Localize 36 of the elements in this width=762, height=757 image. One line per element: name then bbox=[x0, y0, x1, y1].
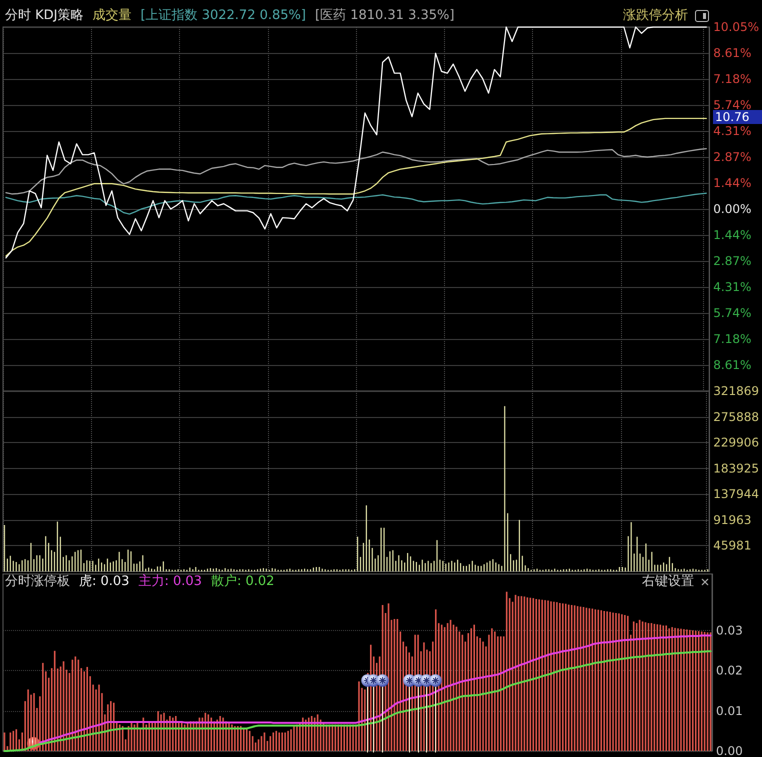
y-tick-label: 275888 bbox=[713, 410, 760, 424]
y-tick-label: 2.87% bbox=[713, 150, 752, 164]
y-tick-label: 0.00% bbox=[713, 202, 752, 216]
y-tick-label: 5.74% bbox=[713, 306, 752, 320]
y-tick-label: 5.74% bbox=[713, 98, 752, 112]
text: 10.76 bbox=[713, 110, 762, 124]
chart-title: 分时 KDJ策略 bbox=[5, 8, 84, 24]
chart-title: 分时涨停板 bbox=[5, 574, 70, 590]
y-tick-label: 91963 bbox=[713, 512, 752, 527]
y-tick-label: 229906 bbox=[713, 436, 760, 450]
text: [医药 1810.31 3.35%] bbox=[314, 8, 454, 24]
y-tick-label: 0.02 bbox=[716, 664, 743, 678]
y-tick-label: 7.18% bbox=[713, 332, 752, 346]
text: 主力: 0.03 bbox=[138, 574, 202, 590]
text: 涨跌停分析 bbox=[623, 8, 688, 24]
y-tick-label: 7.18% bbox=[713, 72, 752, 86]
y-tick-label: 8.61% bbox=[713, 358, 752, 372]
y-tick-label: 4.31% bbox=[713, 280, 752, 294]
y-tick-label: 1.44% bbox=[713, 176, 752, 190]
y-tick-label: 183925 bbox=[713, 461, 760, 476]
y-tick-label: 137944 bbox=[713, 487, 760, 502]
y-tick-label: 0.00 bbox=[716, 744, 743, 757]
text: [上证指数 3022.72 0.85%] bbox=[140, 8, 306, 24]
y-tick-label: 8.61% bbox=[713, 46, 752, 60]
annotation: 虎: 0.03 bbox=[79, 574, 130, 590]
y-tick-label: 321869 bbox=[713, 384, 760, 398]
y-tick-label: 0.03 bbox=[716, 623, 743, 638]
text: 成交量 bbox=[92, 8, 132, 24]
y-tick-label: 4.31% bbox=[713, 124, 752, 138]
y-tick-label: 0.01 bbox=[716, 704, 743, 718]
y-tick-label: 10.05% bbox=[713, 20, 760, 34]
y-tick-label: 2.87% bbox=[713, 254, 752, 268]
annotation: 右键设置 bbox=[642, 574, 694, 590]
y-tick-label: 45981 bbox=[713, 538, 752, 553]
text: 散户: 0.02 bbox=[210, 574, 274, 590]
y-tick-label: 1.44% bbox=[713, 228, 752, 242]
